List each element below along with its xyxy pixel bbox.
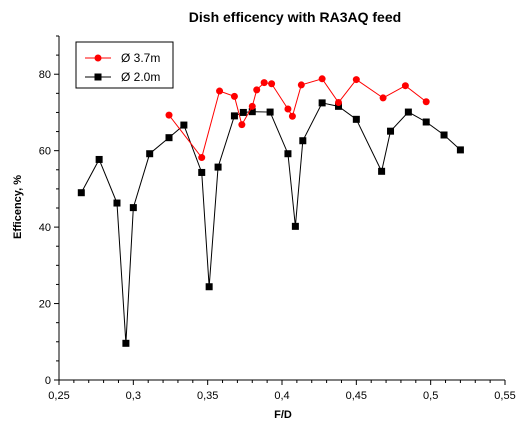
data-point-circle — [288, 112, 296, 120]
data-point-square — [230, 112, 238, 120]
data-point-square — [239, 108, 247, 116]
data-point-square — [318, 99, 326, 107]
y-tick-label: 40 — [39, 222, 51, 234]
data-point-square — [180, 121, 188, 129]
y-tick-label: 60 — [39, 146, 51, 158]
data-point-square — [387, 127, 395, 135]
data-point-square — [352, 115, 360, 123]
data-point-square — [334, 102, 342, 110]
data-point-square — [129, 204, 137, 212]
data-point-circle — [297, 81, 305, 89]
legend: Ø 3.7m Ø 2.0m — [75, 41, 174, 89]
data-point-circle — [248, 102, 256, 110]
data-point-square — [122, 339, 130, 347]
data-point-circle — [401, 82, 409, 90]
legend-marker-circle — [94, 54, 102, 62]
data-point-circle — [230, 92, 238, 100]
data-point-square — [165, 134, 173, 142]
series-line — [80, 102, 461, 344]
series-layer — [77, 75, 464, 347]
x-tick-label: 0,45 — [346, 390, 367, 402]
data-point-square — [205, 283, 213, 291]
y-axis-label: Efficency, % — [12, 175, 24, 239]
data-point-square — [146, 150, 154, 158]
series-dish-3-7m — [165, 75, 430, 162]
legend-marker-square — [94, 73, 102, 81]
data-point-circle — [318, 75, 326, 83]
data-point-circle — [268, 80, 276, 88]
x-tick-label: 0,4 — [274, 390, 289, 402]
data-point-square — [284, 150, 292, 158]
data-point-circle — [165, 111, 173, 119]
data-point-square — [95, 155, 103, 163]
data-point-square — [266, 108, 274, 116]
data-point-circle — [352, 76, 360, 84]
data-point-circle — [422, 98, 430, 106]
x-tick-label: 0,5 — [423, 390, 438, 402]
series-dish-2m — [77, 99, 464, 347]
data-point-circle — [216, 87, 224, 95]
legend-box — [75, 41, 174, 89]
data-point-square — [404, 108, 412, 116]
data-point-square — [456, 146, 464, 154]
data-point-square — [113, 199, 121, 207]
legend-items: Ø 3.7m Ø 2.0m — [85, 51, 160, 84]
data-point-square — [198, 168, 206, 176]
x-tick-label: 0,3 — [126, 390, 141, 402]
data-point-square — [214, 163, 222, 171]
axes: 0 20 40 60 80 0,25 0,3 0,35 0,4 0,45 0,5 0,55 — [39, 35, 516, 402]
y-tick-label: 20 — [39, 299, 51, 311]
data-point-square — [422, 118, 430, 126]
legend-label: Ø 3.7m — [121, 51, 160, 65]
legend-entry: Ø 2.0m — [85, 70, 160, 84]
x-tick-label: 0,35 — [197, 390, 218, 402]
data-point-circle — [379, 94, 387, 102]
data-point-square — [248, 108, 256, 116]
legend-label: Ø 2.0m — [121, 70, 160, 84]
x-axis-label: F/D — [274, 409, 292, 421]
data-point-circle — [253, 86, 261, 94]
data-point-circle — [238, 121, 246, 129]
data-point-square — [440, 131, 448, 139]
y-tick-label: 80 — [39, 69, 51, 81]
legend-entry: Ø 3.7m — [85, 51, 160, 65]
chart-title: Dish efficency with RA3AQ feed — [189, 9, 401, 25]
y-tick-label: 0 — [45, 375, 51, 387]
data-point-square — [299, 137, 307, 145]
data-point-circle — [198, 154, 206, 162]
data-point-square — [291, 222, 299, 230]
data-point-circle — [284, 105, 292, 113]
data-point-circle — [260, 79, 268, 87]
x-tick-label: 0,25 — [48, 390, 69, 402]
x-tick-label: 0,55 — [494, 390, 515, 402]
data-point-square — [378, 167, 386, 175]
data-point-square — [77, 189, 85, 197]
data-point-circle — [334, 99, 342, 107]
